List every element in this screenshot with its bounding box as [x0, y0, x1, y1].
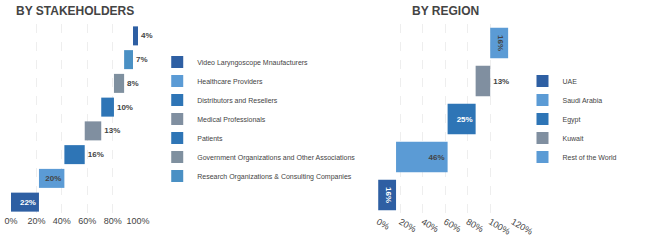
svg-text:60%: 60%: [78, 216, 96, 226]
svg-text:Patients: Patients: [197, 135, 223, 142]
svg-text:Healthcare Providers: Healthcare Providers: [197, 78, 263, 85]
svg-text:22%: 22%: [20, 198, 36, 207]
svg-text:Video Laryngoscope Mnaufacture: Video Laryngoscope Mnaufacturers: [197, 59, 308, 67]
svg-text:0%: 0%: [4, 216, 17, 226]
svg-text:16%: 16%: [88, 150, 104, 159]
svg-text:Medical Professionals: Medical Professionals: [197, 116, 266, 123]
svg-text:Distributors and Resellers: Distributors and Resellers: [197, 97, 278, 104]
svg-text:16%: 16%: [496, 35, 505, 51]
svg-text:BY REGION: BY REGION: [412, 4, 479, 18]
svg-text:Kuwait: Kuwait: [562, 135, 583, 142]
svg-text:20%: 20%: [27, 216, 45, 226]
svg-text:7%: 7%: [136, 55, 148, 64]
svg-text:20%: 20%: [45, 174, 61, 183]
svg-text:80%: 80%: [465, 216, 486, 234]
svg-text:80%: 80%: [104, 216, 122, 226]
svg-text:20%: 20%: [397, 216, 418, 234]
svg-text:Rest of the World: Rest of the World: [562, 154, 616, 161]
svg-text:100%: 100%: [127, 216, 150, 226]
svg-text:13%: 13%: [493, 77, 509, 86]
svg-text:4%: 4%: [141, 31, 153, 40]
svg-text:Saudi Arabia: Saudi Arabia: [562, 97, 602, 104]
svg-text:40%: 40%: [53, 216, 71, 226]
svg-text:Government Organizations and O: Government Organizations and Other Assoc…: [197, 154, 355, 162]
svg-text:120%: 120%: [509, 216, 534, 236]
svg-text:13%: 13%: [104, 126, 120, 135]
svg-text:16%: 16%: [384, 187, 393, 203]
svg-text:60%: 60%: [442, 216, 463, 234]
svg-text:100%: 100%: [487, 216, 512, 236]
svg-text:25%: 25%: [457, 115, 473, 124]
svg-text:8%: 8%: [127, 79, 139, 88]
svg-text:40%: 40%: [420, 216, 441, 234]
svg-text:Egypt: Egypt: [562, 116, 580, 124]
svg-text:10%: 10%: [117, 103, 133, 112]
svg-text:Research Organizations & Consu: Research Organizations & Consulting Comp…: [197, 173, 352, 181]
svg-text:46%: 46%: [429, 153, 445, 162]
svg-text:UAE: UAE: [562, 78, 577, 85]
svg-text:0%: 0%: [375, 216, 391, 231]
svg-text:BY STAKEHOLDERS: BY STAKEHOLDERS: [16, 4, 134, 18]
